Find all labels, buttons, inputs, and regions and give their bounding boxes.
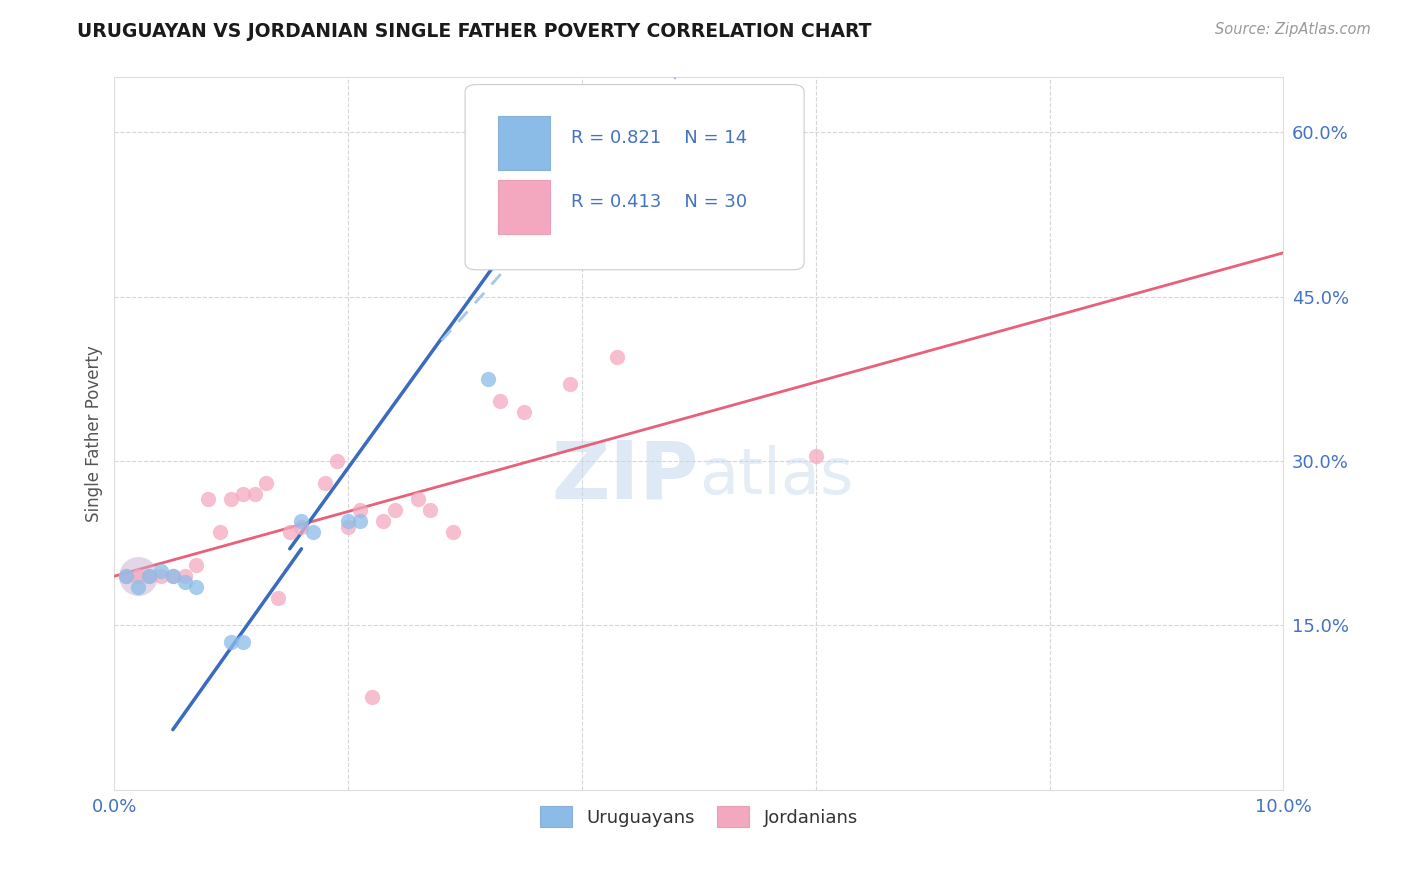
Text: R = 0.821    N = 14: R = 0.821 N = 14 <box>571 129 748 147</box>
Text: URUGUAYAN VS JORDANIAN SINGLE FATHER POVERTY CORRELATION CHART: URUGUAYAN VS JORDANIAN SINGLE FATHER POV… <box>77 22 872 41</box>
Text: Source: ZipAtlas.com: Source: ZipAtlas.com <box>1215 22 1371 37</box>
Legend: Uruguayans, Jordanians: Uruguayans, Jordanians <box>533 799 865 834</box>
FancyBboxPatch shape <box>465 85 804 269</box>
FancyBboxPatch shape <box>498 179 550 235</box>
Y-axis label: Single Father Poverty: Single Father Poverty <box>86 345 103 522</box>
Text: ZIP: ZIP <box>551 437 699 516</box>
Text: R = 0.413    N = 30: R = 0.413 N = 30 <box>571 194 748 211</box>
FancyBboxPatch shape <box>498 116 550 170</box>
Text: atlas: atlas <box>699 445 853 508</box>
